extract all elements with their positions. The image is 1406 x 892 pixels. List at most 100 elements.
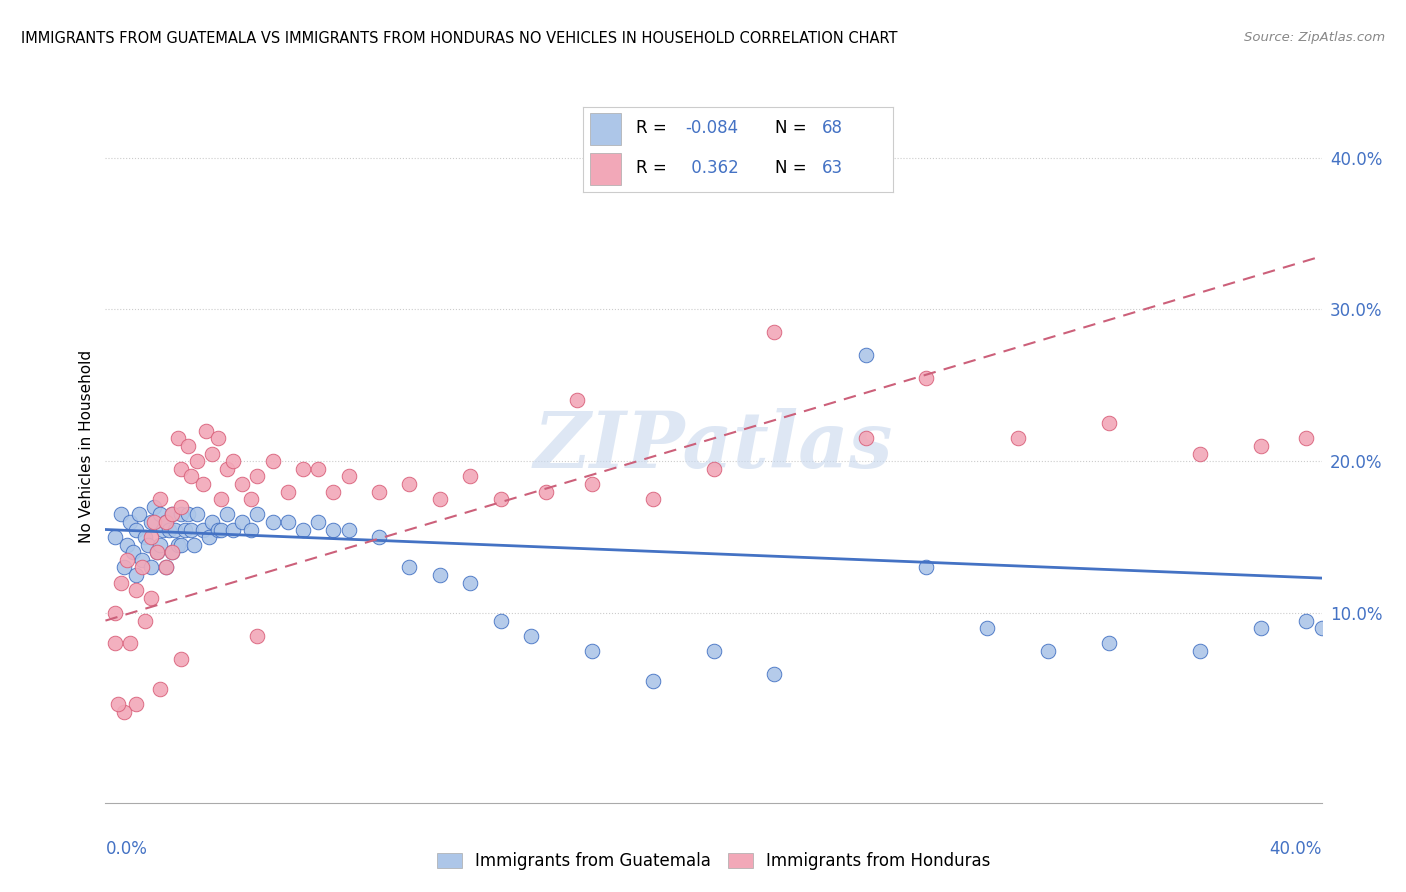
Point [136, 538, 159, 552]
Point [121, 545, 143, 559]
Point [110, 575, 132, 590]
Point [1295, 431, 1317, 445]
Point [262, 515, 284, 529]
Point [198, 530, 221, 544]
Point [246, 508, 269, 522]
FancyBboxPatch shape [589, 153, 620, 185]
Point [173, 523, 195, 537]
Point [368, 530, 391, 544]
Point [165, 523, 187, 537]
Point [292, 462, 315, 476]
Point [131, 560, 153, 574]
Point [277, 515, 299, 529]
Text: R =: R = [636, 159, 672, 177]
Point [1310, 621, 1333, 635]
Point [240, 523, 263, 537]
Point [170, 508, 193, 522]
Point [170, 462, 193, 476]
Y-axis label: No Vehicles in Household: No Vehicles in Household [79, 350, 94, 542]
Point [191, 477, 214, 491]
Point [915, 370, 938, 384]
Point [112, 705, 135, 719]
Point [217, 508, 239, 522]
Point [231, 515, 253, 529]
Point [162, 545, 184, 559]
Point [125, 697, 148, 711]
Text: 68: 68 [821, 120, 842, 137]
Point [429, 568, 451, 582]
Point [520, 629, 543, 643]
Text: N =: N = [775, 159, 813, 177]
Point [1188, 447, 1211, 461]
Point [176, 508, 198, 522]
Point [322, 523, 344, 537]
Point [292, 523, 315, 537]
Point [152, 523, 174, 537]
Point [565, 393, 588, 408]
Point [115, 553, 138, 567]
Point [112, 560, 135, 574]
Text: N =: N = [775, 120, 813, 137]
Point [125, 583, 148, 598]
Text: IMMIGRANTS FROM GUATEMALA VS IMMIGRANTS FROM HONDURAS NO VEHICLES IN HOUSEHOLD C: IMMIGRANTS FROM GUATEMALA VS IMMIGRANTS … [21, 31, 897, 46]
Point [118, 515, 141, 529]
Point [162, 508, 184, 522]
Text: 0.362: 0.362 [686, 159, 738, 177]
Point [322, 484, 344, 499]
Point [103, 606, 125, 620]
Point [337, 523, 360, 537]
Point [458, 469, 481, 483]
Point [1098, 416, 1121, 430]
Text: ZIPatlas: ZIPatlas [534, 408, 893, 484]
Point [155, 560, 177, 574]
Point [128, 508, 150, 522]
Point [162, 545, 184, 559]
Point [191, 523, 214, 537]
Point [186, 454, 208, 468]
Point [246, 629, 269, 643]
Point [429, 492, 451, 507]
Point [307, 462, 329, 476]
Point [1250, 439, 1272, 453]
Point [855, 431, 877, 445]
Point [222, 523, 245, 537]
Point [702, 644, 725, 658]
Point [337, 469, 360, 483]
Point [1188, 644, 1211, 658]
FancyBboxPatch shape [589, 113, 620, 145]
Point [131, 553, 153, 567]
Point [702, 462, 725, 476]
Point [581, 477, 603, 491]
Point [976, 621, 998, 635]
Point [641, 492, 664, 507]
Point [489, 492, 512, 507]
Point [167, 431, 190, 445]
Text: 0.0%: 0.0% [105, 840, 148, 858]
Point [855, 348, 877, 362]
Point [118, 636, 141, 650]
Point [149, 681, 172, 696]
Point [157, 523, 180, 537]
Point [170, 538, 193, 552]
Point [110, 508, 132, 522]
Point [162, 508, 184, 522]
Point [149, 492, 172, 507]
Point [246, 469, 269, 483]
Point [489, 614, 512, 628]
Legend: Immigrants from Guatemala, Immigrants from Honduras: Immigrants from Guatemala, Immigrants fr… [430, 846, 997, 877]
Point [641, 674, 664, 689]
Point [209, 492, 232, 507]
Point [143, 500, 166, 514]
Point [170, 651, 193, 665]
Point [201, 447, 224, 461]
Text: 63: 63 [821, 159, 842, 177]
Text: -0.084: -0.084 [686, 120, 738, 137]
Point [262, 454, 284, 468]
Point [170, 500, 193, 514]
Point [1036, 644, 1059, 658]
Point [146, 545, 169, 559]
Point [581, 644, 603, 658]
Point [125, 523, 148, 537]
Point [1295, 614, 1317, 628]
Point [107, 697, 129, 711]
